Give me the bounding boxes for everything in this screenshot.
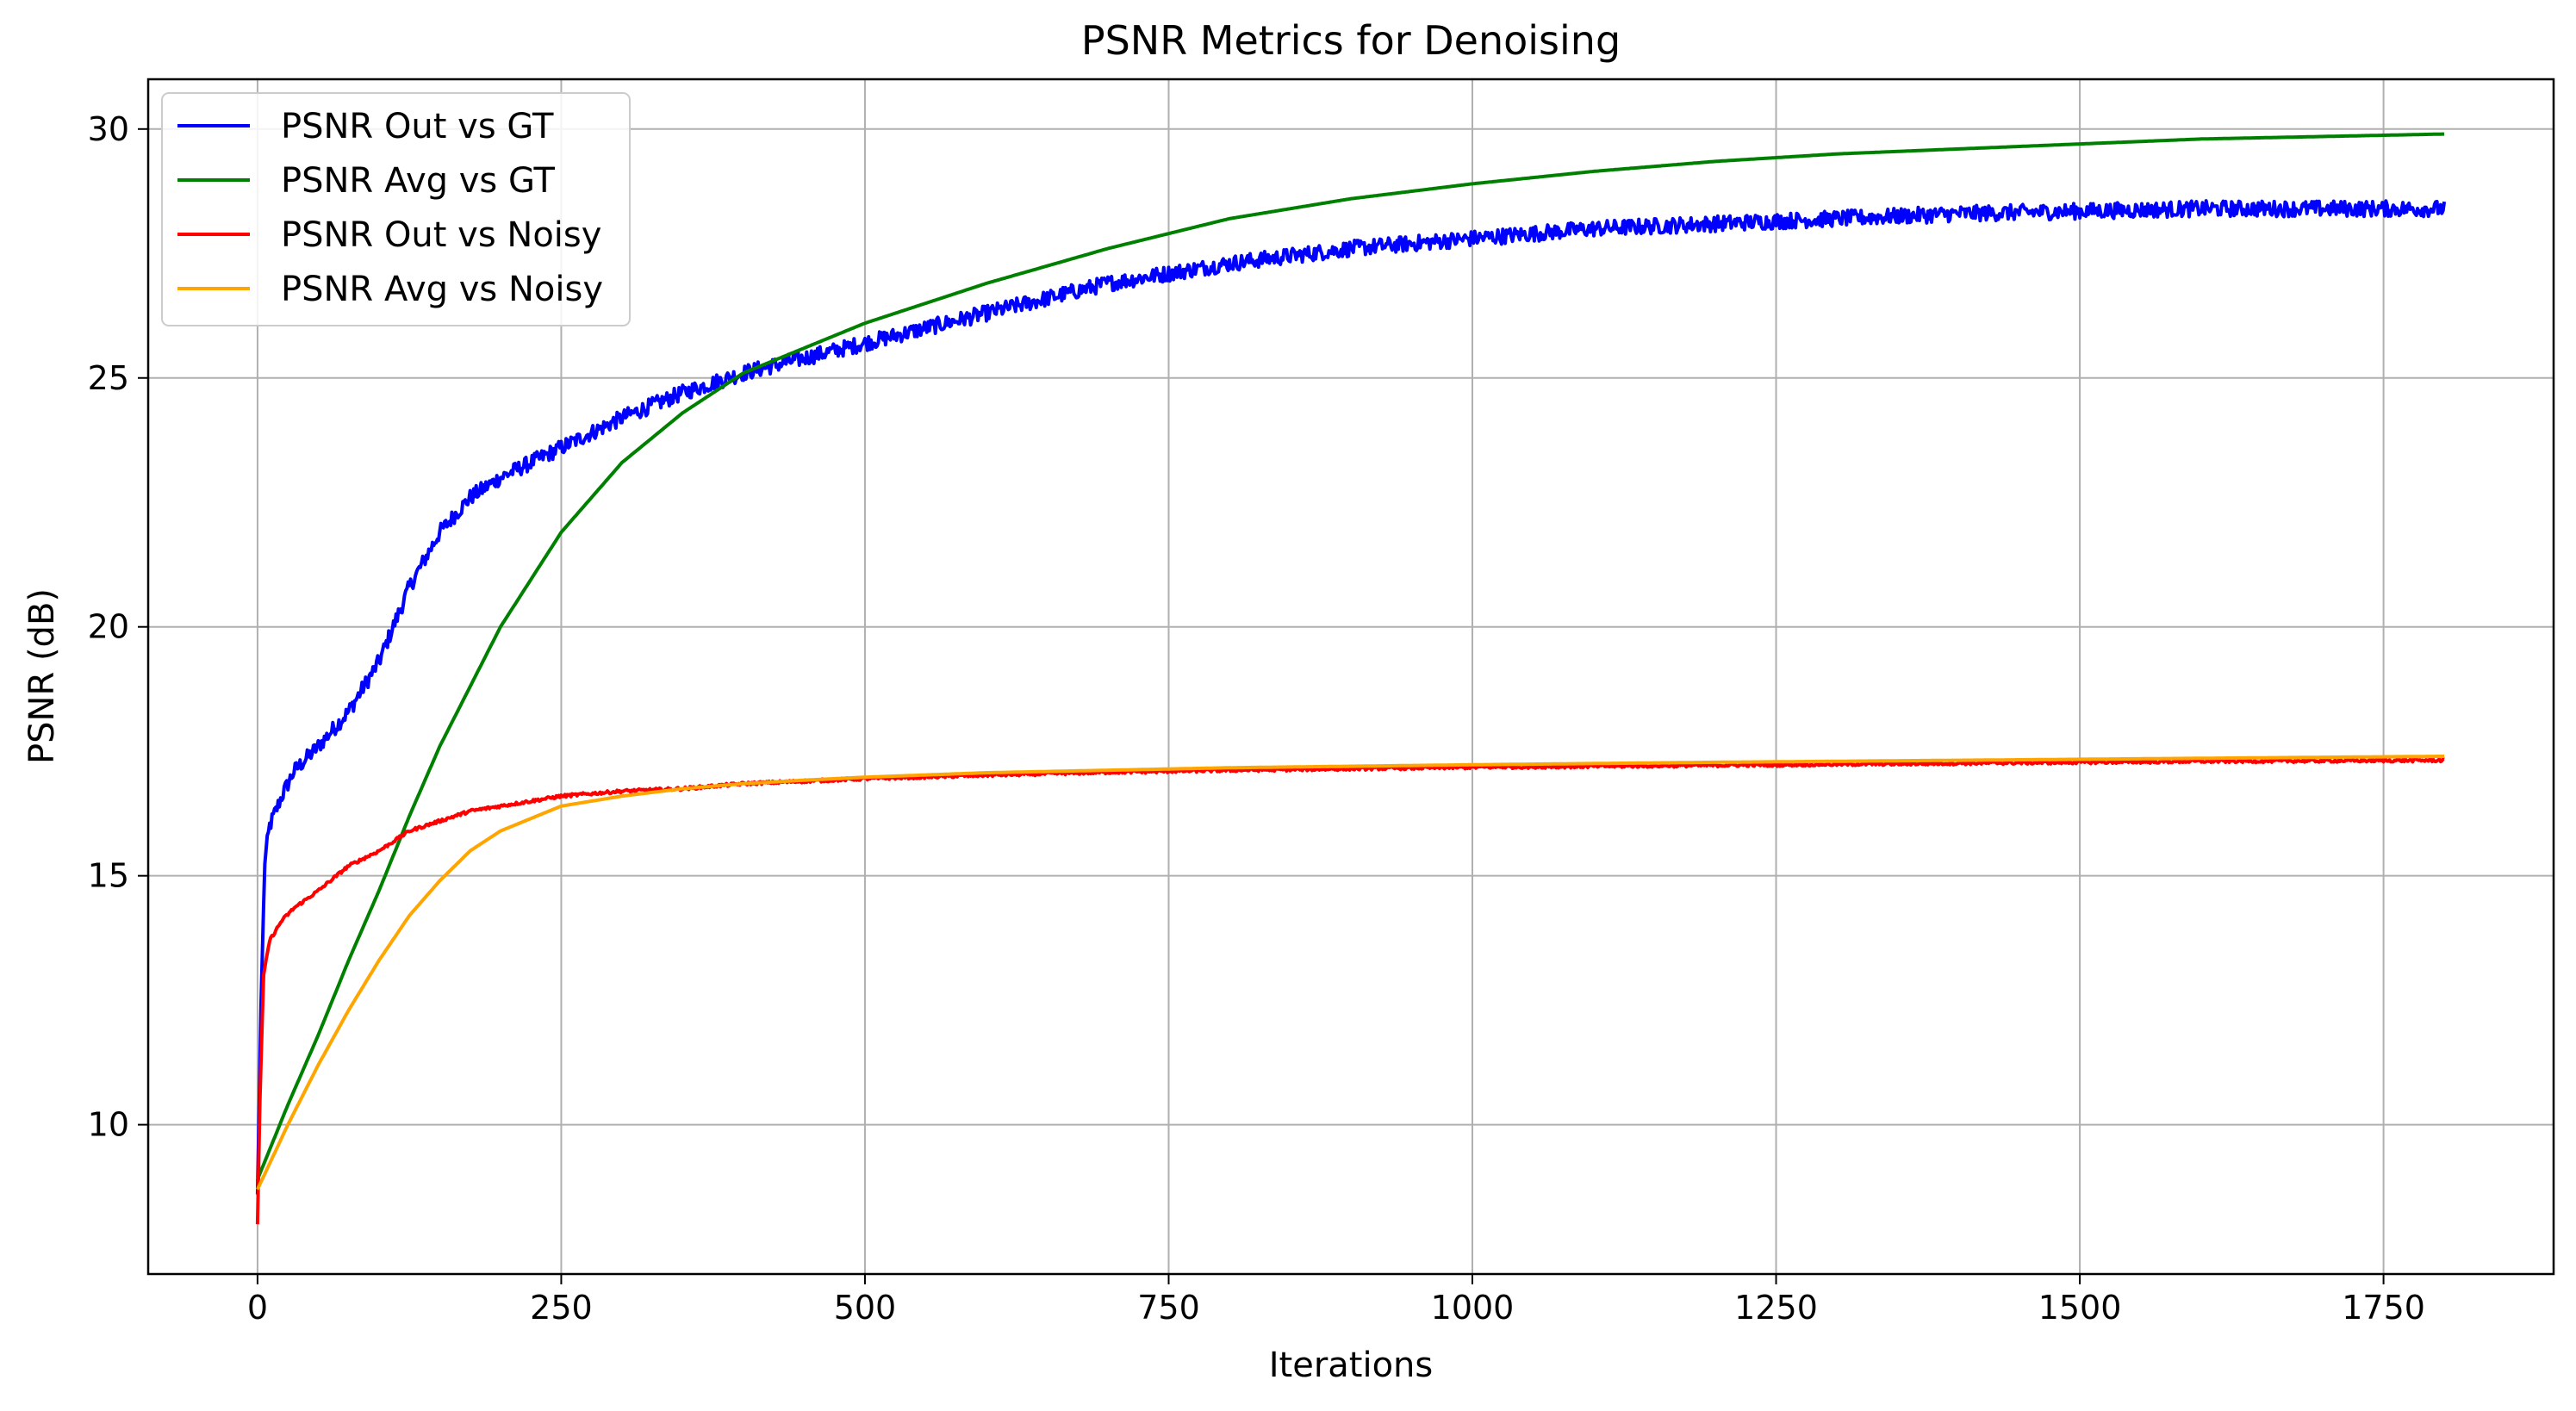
y-tick-label: 15 [88, 857, 129, 895]
axis-ticks: 0 250 500 750 1000 1250 1500 1750 10 15 20 25 30 [88, 110, 2425, 1327]
series-line-1 [255, 199, 2447, 1195]
series-line-2 [256, 132, 2445, 1180]
legend-label: PSNR Avg vs Noisy [281, 270, 603, 309]
x-tick-label: 250 [530, 1289, 593, 1327]
x-tick-label: 750 [1137, 1289, 1200, 1327]
y-tick-label: 30 [88, 110, 129, 148]
legend-label: PSNR Out vs GT [281, 107, 554, 146]
y-axis-label: PSNR (dB) [22, 588, 62, 764]
x-tick-label: 500 [834, 1289, 897, 1327]
y-tick-label: 10 [88, 1106, 129, 1144]
x-tick-label: 1250 [1734, 1289, 1818, 1327]
y-tick-label: 20 [88, 608, 129, 646]
series-lines [255, 132, 2447, 1225]
grid [148, 79, 2554, 1274]
x-tick-label: 1000 [1431, 1289, 1515, 1327]
x-axis-label: Iterations [1269, 1346, 1434, 1385]
legend-label: PSNR Avg vs GT [281, 161, 556, 201]
chart-title: PSNR Metrics for Denoising [1081, 17, 1621, 64]
legend: PSNR Out vs GT PSNR Avg vs GT PSNR Out vs … [161, 92, 631, 326]
legend-label: PSNR Out vs Noisy [281, 215, 601, 255]
legend-box [161, 92, 631, 326]
x-tick-label: 1500 [2038, 1289, 2122, 1327]
x-tick-label: 1750 [2342, 1289, 2425, 1327]
x-tick-label: 0 [247, 1289, 268, 1327]
y-tick-label: 25 [88, 359, 129, 397]
plot-frame [146, 78, 2555, 1276]
series-line-4 [256, 755, 2445, 1190]
